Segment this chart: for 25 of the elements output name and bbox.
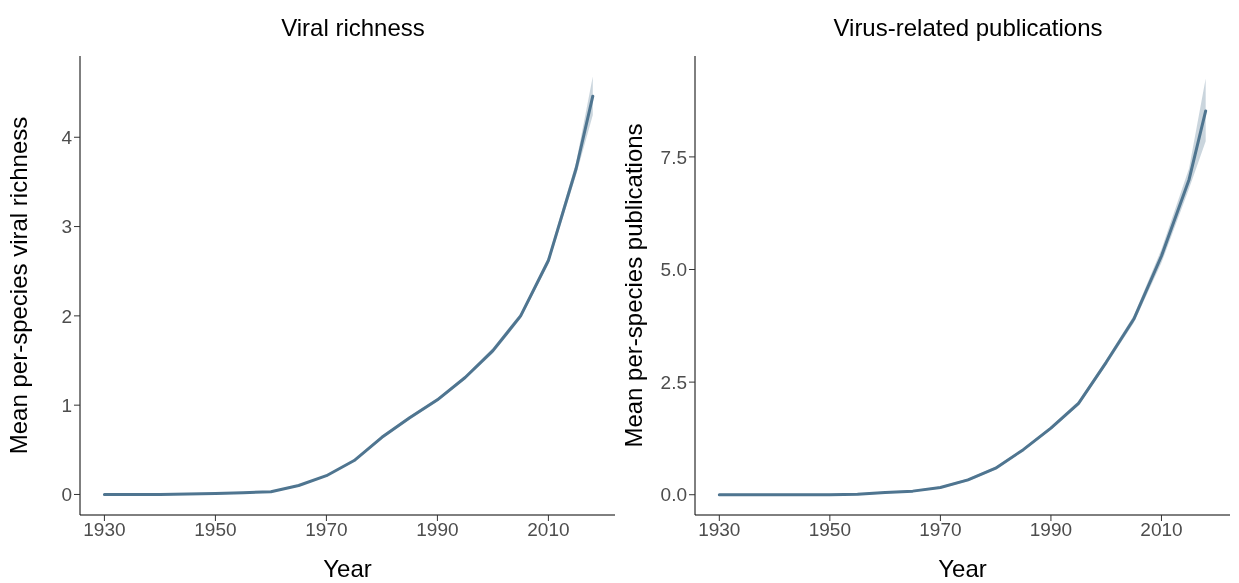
x-axis-title: Year: [938, 555, 987, 582]
x-tick-label: 2010: [1140, 519, 1183, 541]
y-tick-label: 2: [61, 305, 72, 327]
y-tick-label: 4: [61, 127, 73, 149]
y-tick-label: 5.0: [660, 259, 687, 281]
x-tick-label: 2010: [527, 519, 570, 541]
y-tick-label: 2.5: [660, 371, 687, 393]
x-tick-label: 1950: [808, 519, 851, 541]
x-tick-label: 1950: [194, 519, 237, 541]
y-axis-title: Mean per-species viral richness: [4, 116, 32, 455]
chart-title: Virus-related publications: [832, 14, 1104, 42]
y-tick-label: 3: [61, 216, 72, 238]
y-tick-label: 1: [61, 394, 72, 416]
x-tick-label: 1990: [416, 519, 459, 541]
y-tick-label: 0: [61, 484, 72, 506]
y-axis-title: Mean per-species publications: [619, 123, 647, 448]
x-tick-label: 1970: [305, 519, 348, 541]
x-tick-label: 1930: [698, 519, 741, 541]
y-tick-label: 7.5: [660, 146, 687, 168]
chart-title: Viral richness: [280, 14, 426, 42]
y-tick-label: 0.0: [660, 484, 687, 506]
x-tick-label: 1990: [1029, 519, 1073, 541]
x-tick-label: 1970: [919, 519, 962, 541]
x-axis-title: Year: [323, 555, 372, 582]
x-tick-label: 1930: [83, 519, 126, 541]
